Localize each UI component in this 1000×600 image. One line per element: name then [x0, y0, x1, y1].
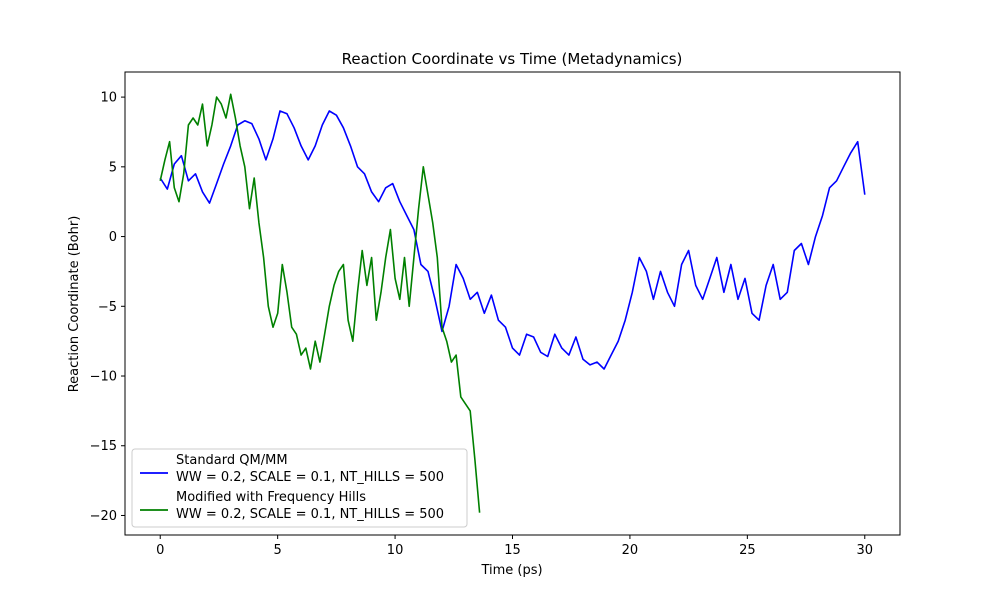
y-tick-label: −15 — [90, 439, 117, 454]
series-line-1 — [159, 110, 866, 370]
x-tick-label: 15 — [504, 543, 521, 558]
y-tick-label: 0 — [109, 230, 117, 245]
y-tick-label: −20 — [90, 509, 117, 524]
legend-label-1: WW = 0.2, SCALE = 0.1, NT_HILLS = 500 — [176, 470, 444, 485]
x-tick-label: 20 — [622, 543, 639, 558]
x-axis-title: Time (ps) — [480, 563, 542, 578]
legend-label-2: Modified with Frequency Hills — [176, 490, 366, 505]
legend-label-2: WW = 0.2, SCALE = 0.1, NT_HILLS = 500 — [176, 507, 444, 522]
x-tick-label: 10 — [387, 543, 404, 558]
legend: Standard QM/MM WW = 0.2, SCALE = 0.1, NT_… — [131, 448, 468, 528]
y-axis: −20 −15 −10 −5 0 5 10 — [90, 91, 125, 524]
x-tick-label: 25 — [739, 543, 756, 558]
chart-title: Reaction Coordinate vs Time (Metadynamic… — [342, 50, 683, 68]
y-tick-label: 10 — [100, 91, 117, 106]
x-tick-label: 0 — [156, 543, 164, 558]
plot-area — [159, 93, 866, 513]
x-tick-label: 5 — [274, 543, 282, 558]
legend-label-1: Standard QM/MM — [176, 453, 288, 468]
series-line-2 — [159, 93, 481, 513]
y-tick-label: 5 — [109, 160, 117, 175]
legend-box — [131, 448, 468, 528]
y-tick-label: −5 — [98, 300, 117, 315]
y-tick-label: −10 — [90, 370, 117, 385]
x-axis: 0 5 10 15 20 25 30 — [156, 535, 873, 558]
y-axis-title: Reaction Coordinate (Bohr) — [67, 216, 82, 393]
x-tick-label: 30 — [856, 543, 873, 558]
